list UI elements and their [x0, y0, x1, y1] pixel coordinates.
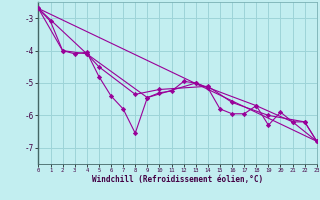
- X-axis label: Windchill (Refroidissement éolien,°C): Windchill (Refroidissement éolien,°C): [92, 175, 263, 184]
